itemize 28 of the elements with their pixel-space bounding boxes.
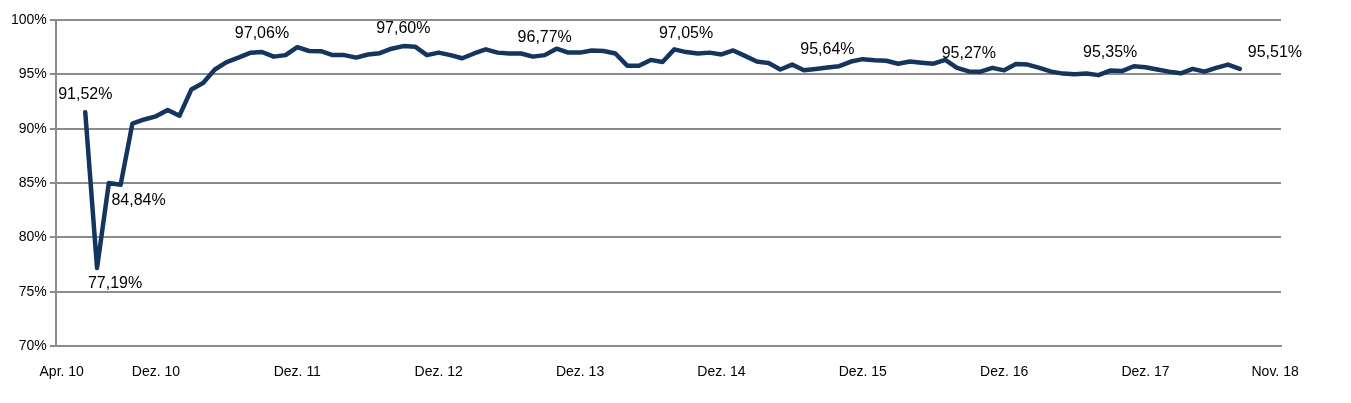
x-tick-label: Nov. 18 bbox=[1251, 363, 1299, 380]
data-label: 95,51% bbox=[1247, 43, 1303, 61]
y-tick-label: 100% bbox=[10, 10, 47, 27]
y-tick-label: 90% bbox=[18, 119, 47, 136]
y-tick-label: 70% bbox=[18, 337, 47, 354]
x-tick-label: Dez. 12 bbox=[414, 363, 464, 380]
data-label: 97,05% bbox=[658, 24, 714, 42]
x-tick-label: Dez. 13 bbox=[555, 363, 605, 380]
x-tick-label: Dez. 14 bbox=[697, 363, 746, 380]
data-label: 97,60% bbox=[376, 18, 431, 36]
x-tick-label: Dez. 10 bbox=[131, 363, 181, 380]
data-label: 95,35% bbox=[1083, 42, 1138, 60]
data-label: 95,64% bbox=[800, 39, 855, 57]
y-tick-label: 75% bbox=[18, 282, 47, 299]
x-tick-label: Dez. 16 bbox=[980, 363, 1029, 380]
data-label: 95,27% bbox=[941, 43, 996, 61]
x-tick-label: Dez. 17 bbox=[1121, 363, 1170, 380]
data-label: 97,06% bbox=[234, 24, 290, 42]
data-label: 91,52% bbox=[58, 84, 113, 102]
x-tick-label: Dez. 11 bbox=[273, 363, 322, 380]
y-tick-label: 95% bbox=[18, 65, 47, 82]
x-tick-label: Dez. 15 bbox=[838, 363, 888, 380]
y-tick-label: 80% bbox=[18, 228, 47, 245]
y-tick-label: 85% bbox=[18, 173, 47, 190]
x-tick-label: Apr. 10 bbox=[39, 363, 85, 380]
data-label: 77,19% bbox=[87, 274, 143, 292]
data-label: 96,77% bbox=[517, 27, 572, 45]
data-label: 84,84% bbox=[111, 191, 166, 209]
